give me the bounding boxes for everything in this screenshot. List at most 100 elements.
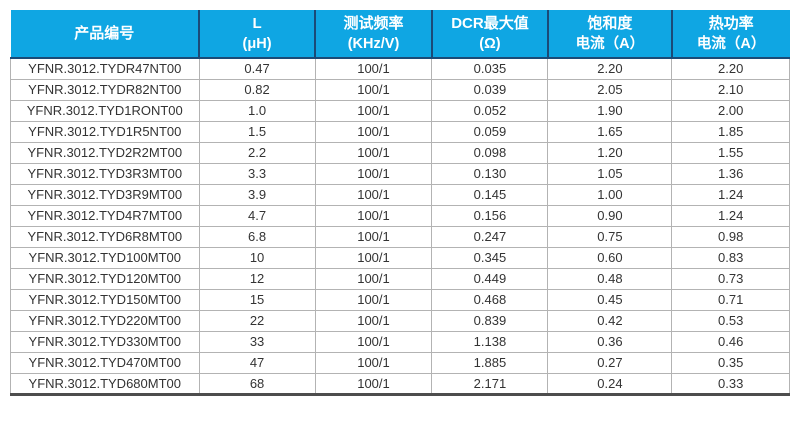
column-header-line1: 产品编号 [74,25,135,42]
product-code-cell: YFNR.3012.TYD120MT00 [10,267,200,290]
column-header-line1: 饱和度 [587,14,633,32]
inductance-cell: 0.47 [198,57,316,80]
product-code-cell: YFNR.3012.TYD3R3MT00 [10,162,200,185]
product-code-cell: YFNR.3012.TYD1R5NT00 [10,120,200,143]
saturation-current-cell: 1.00 [547,183,673,206]
product-code-cell: YFNR.3012.TYD100MT00 [10,246,200,269]
table-row: YFNR.3012.TYD4R7MT00 4.7 100/1 0.156 0.90 1.2… [10,204,790,227]
thermal-current-cell: 1.24 [671,204,790,227]
product-code-cell: YFNR.3012.TYD6R8MT00 [10,225,200,248]
product-code-cell: YFNR.3012.TYD220MT00 [10,309,200,332]
column-header-saturation-current: 饱和度 电流（A） [546,10,672,59]
inductance-cell: 3.9 [198,183,316,206]
inductance-cell: 6.8 [198,225,316,248]
column-header-inductance: L (μH) [198,10,316,59]
test-frequency-cell: 100/1 [314,225,433,248]
column-header-line2: (μH) [242,35,272,52]
inductance-cell: 47 [198,351,316,374]
product-code-cell: YFNR.3012.TYD1RONT00 [10,99,200,122]
saturation-current-cell: 1.90 [547,99,673,122]
column-header-line1: 热功率 [708,14,754,32]
thermal-current-cell: 1.36 [671,162,790,185]
dcr-max-cell: 0.468 [431,288,549,311]
saturation-current-cell: 1.65 [547,120,673,143]
test-frequency-cell: 100/1 [314,309,433,332]
inductance-cell: 68 [198,372,316,395]
inductance-cell: 2.2 [198,141,316,164]
saturation-current-cell: 0.60 [547,246,673,269]
test-frequency-cell: 100/1 [314,141,433,164]
inductance-cell: 10 [198,246,316,269]
header-row: 产品编号 L (μH) 测试频率 (KHz/V) DCR最大值 (Ω) 饱和度 电流（A） 热功率… [10,10,790,59]
product-code-cell: YFNR.3012.TYDR47NT00 [10,57,200,80]
test-frequency-cell: 100/1 [314,330,433,353]
product-code-cell: YFNR.3012.TYD2R2MT00 [10,141,200,164]
inductance-cell: 22 [198,309,316,332]
thermal-current-cell: 0.73 [671,267,790,290]
test-frequency-cell: 100/1 [314,351,433,374]
saturation-current-cell: 0.48 [547,267,673,290]
table-row: YFNR.3012.TYD6R8MT00 6.8 100/1 0.247 0.75 0.9… [10,225,790,248]
test-frequency-cell: 100/1 [314,246,433,269]
table-row: YFNR.3012.TYD1RONT00 1.0 100/1 0.052 1.90 2.0… [10,99,790,122]
table-row: YFNR.3012.TYD3R9MT00 3.9 100/1 0.145 1.00 1.2… [10,183,790,206]
inductance-cell: 33 [198,330,316,353]
inductance-cell: 12 [198,267,316,290]
test-frequency-cell: 100/1 [314,267,433,290]
inductance-cell: 4.7 [198,204,316,227]
dcr-max-cell: 0.145 [431,183,549,206]
saturation-current-cell: 2.20 [547,57,673,80]
dcr-max-cell: 0.156 [431,204,549,227]
saturation-current-cell: 0.36 [547,330,673,353]
thermal-current-cell: 0.98 [671,225,790,248]
thermal-current-cell: 0.35 [671,351,790,374]
test-frequency-cell: 100/1 [314,57,433,80]
thermal-current-cell: 0.83 [671,246,790,269]
product-code-cell: YFNR.3012.TYD330MT00 [10,330,200,353]
table-header: 产品编号 L (μH) 测试频率 (KHz/V) DCR最大值 (Ω) 饱和度 电流（A） 热功率… [10,10,790,59]
thermal-current-cell: 2.20 [671,57,790,80]
table-row: YFNR.3012.TYDR82NT00 0.82 100/1 0.039 2.05 2.… [10,78,790,101]
thermal-current-cell: 2.00 [671,99,790,122]
column-header-line2: (KHz/V) [347,35,400,52]
thermal-current-cell: 0.71 [671,288,790,311]
thermal-current-cell: 0.53 [671,309,790,332]
thermal-current-cell: 0.33 [671,372,790,395]
saturation-current-cell: 0.75 [547,225,673,248]
saturation-current-cell: 1.20 [547,141,673,164]
column-header-line1: L [252,14,262,32]
dcr-max-cell: 0.035 [431,57,549,80]
saturation-current-cell: 1.05 [547,162,673,185]
table-row: YFNR.3012.TYD100MT00 10 100/1 0.345 0.60 0.83 [10,246,790,269]
column-header-product-code: 产品编号 [10,10,200,59]
dcr-max-cell: 0.052 [431,99,549,122]
dcr-max-cell: 0.098 [431,141,549,164]
dcr-max-cell: 0.839 [431,309,549,332]
saturation-current-cell: 2.05 [547,78,673,101]
test-frequency-cell: 100/1 [314,78,433,101]
product-code-cell: YFNR.3012.TYD470MT00 [10,351,200,374]
inductance-cell: 15 [198,288,316,311]
thermal-current-cell: 1.55 [671,141,790,164]
test-frequency-cell: 100/1 [314,204,433,227]
table-row: YFNR.3012.TYD2R2MT00 2.2 100/1 0.098 1.20 1.5… [10,141,790,164]
thermal-current-cell: 1.85 [671,120,790,143]
saturation-current-cell: 0.90 [547,204,673,227]
saturation-current-cell: 0.24 [547,372,673,395]
inductance-cell: 0.82 [198,78,316,101]
dcr-max-cell: 0.345 [431,246,549,269]
dcr-max-cell: 0.449 [431,267,549,290]
inductance-cell: 3.3 [198,162,316,185]
dcr-max-cell: 2.171 [431,372,549,395]
inductance-cell: 1.0 [198,99,316,122]
table-row: YFNR.3012.TYD150MT00 15 100/1 0.468 0.45 0.71 [10,288,790,311]
saturation-current-cell: 0.42 [547,309,673,332]
product-code-cell: YFNR.3012.TYDR82NT00 [10,78,200,101]
column-header-thermal-current: 热功率 电流（A） [670,10,790,59]
test-frequency-cell: 100/1 [314,120,433,143]
dcr-max-cell: 0.039 [431,78,549,101]
thermal-current-cell: 2.10 [671,78,790,101]
saturation-current-cell: 0.45 [547,288,673,311]
dcr-max-cell: 0.247 [431,225,549,248]
table-row: YFNR.3012.TYD120MT00 12 100/1 0.449 0.48 0.73 [10,267,790,290]
